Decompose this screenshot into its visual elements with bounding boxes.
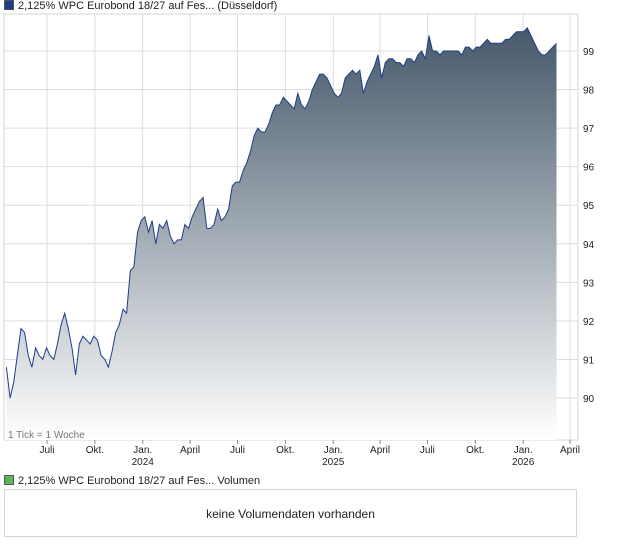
x-tick-label: April [560, 445, 580, 456]
x-tick-label: Okt. [466, 445, 484, 456]
x-tick-year: 2026 [512, 457, 535, 468]
y-tick-label: 91 [583, 355, 595, 366]
volume-series-swatch [4, 475, 14, 485]
y-tick-label: 99 [583, 47, 595, 58]
tick-note: 1 Tick = 1 Woche [8, 430, 85, 441]
price-legend-label: 2,125% WPC Eurobond 18/27 auf Fes... (Dü… [18, 0, 278, 12]
price-legend: 2,125% WPC Eurobond 18/27 auf Fes... (Dü… [4, 0, 277, 13]
y-tick-label: 94 [583, 240, 595, 251]
price-line [5, 27, 557, 399]
x-tick-label: April [180, 445, 200, 456]
y-tick-label: 90 [583, 394, 595, 405]
price-area [6, 27, 557, 441]
x-tick-label: Okt. [86, 445, 104, 456]
price-series-swatch [4, 0, 14, 10]
y-tick-label: 95 [583, 201, 595, 212]
x-tick-label: Jan. [324, 445, 343, 456]
y-tick-label: 93 [583, 278, 595, 289]
x-tick-label: Juli [420, 445, 435, 456]
volume-empty-message: keine Volumendaten vorhanden [206, 507, 375, 521]
x-tick-year: 2024 [132, 457, 155, 468]
x-tick-year: 2025 [322, 457, 345, 468]
x-tick-label: April [370, 445, 390, 456]
x-tick-label: Jan. [514, 445, 533, 456]
x-tick-label: Jan. [133, 445, 152, 456]
volume-legend-label: 2,125% WPC Eurobond 18/27 auf Fes... Vol… [18, 475, 261, 487]
x-tick-label: Juli [230, 445, 245, 456]
y-tick-label: 98 [583, 86, 595, 97]
x-tick-label: Juli [39, 445, 54, 456]
y-tick-label: 97 [583, 124, 595, 135]
y-tick-label: 96 [583, 163, 595, 174]
volume-legend: 2,125% WPC Eurobond 18/27 auf Fes... Vol… [4, 475, 260, 488]
y-tick-label: 92 [583, 317, 595, 328]
x-tick-label: Okt. [276, 445, 294, 456]
y-axis: 90 91 92 93 94 95 96 97 98 99 [583, 47, 595, 405]
volume-chart: keine Volumendaten vorhanden [4, 489, 577, 537]
